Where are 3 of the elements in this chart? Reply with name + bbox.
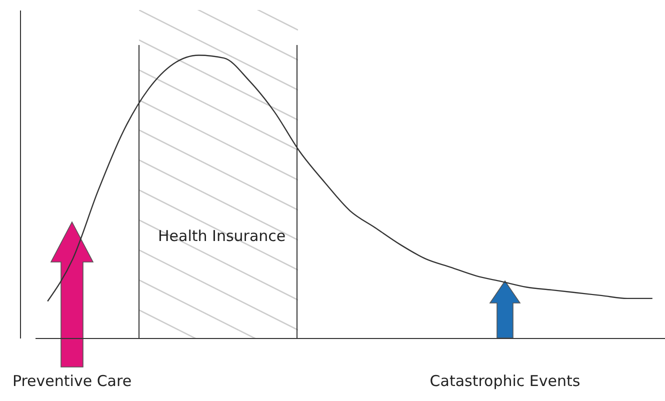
annotation: Health Insurance bbox=[158, 227, 286, 245]
text: Catastrophic Events bbox=[430, 372, 580, 390]
text: Preventive Care bbox=[12, 372, 132, 390]
